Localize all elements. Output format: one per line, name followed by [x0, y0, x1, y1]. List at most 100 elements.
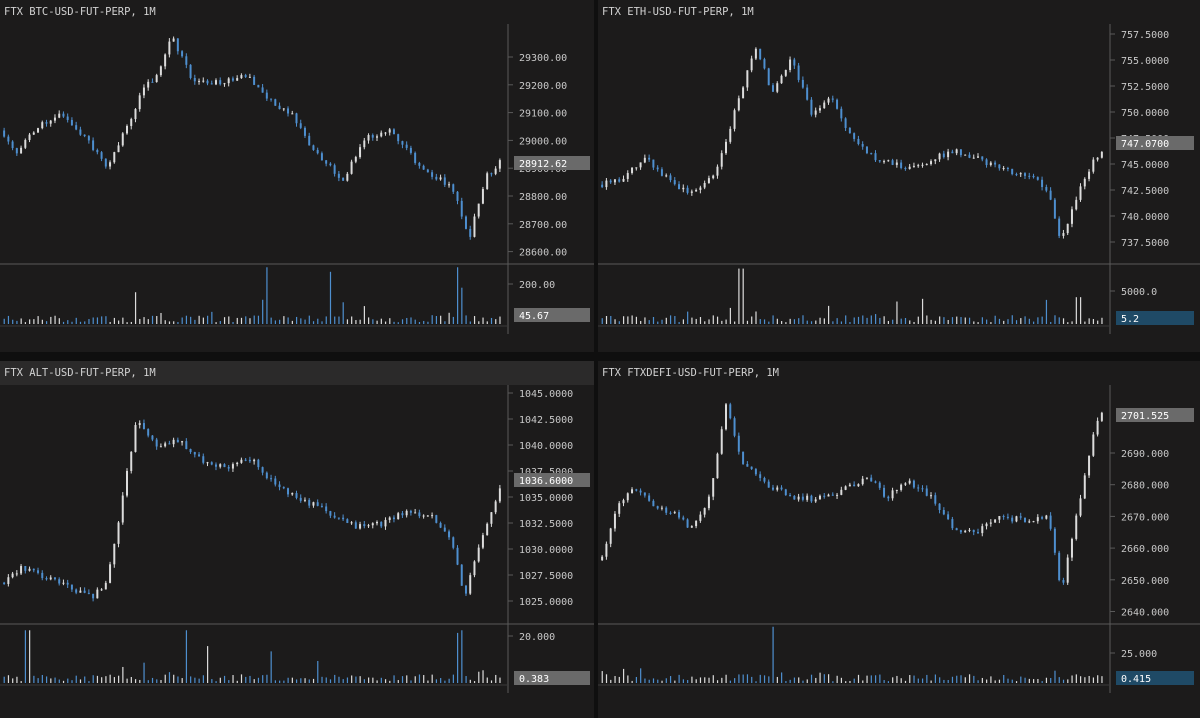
volume-bar — [990, 322, 992, 324]
candle-body — [742, 451, 745, 464]
volume-bar — [67, 678, 69, 683]
chart-panel-alt[interactable]: FTX ALT-USD-FUT-PERP, 1M 1045.0000 1042.5… — [0, 361, 594, 718]
candle-body — [473, 216, 476, 237]
volume-bar — [24, 322, 27, 324]
volume-bar — [947, 319, 949, 324]
candle-body — [1032, 521, 1035, 523]
candle-body — [62, 113, 65, 117]
candle-body — [189, 449, 192, 453]
chart-panel-ftxdefi[interactable]: FTX FTXDEFI-USD-FUT-PERP, 1M 2690.000 268… — [598, 361, 1200, 718]
volume-bar — [486, 321, 488, 324]
price-chart-svg[interactable]: 29300.0029200.0029100.0029000.0028900.00… — [0, 0, 594, 352]
volume-bar — [300, 318, 302, 324]
candle-body — [823, 102, 826, 109]
volume-tick-label: 5000.0 — [1121, 287, 1157, 298]
candle-body — [329, 511, 332, 516]
candle-body — [912, 480, 915, 488]
candle-body — [452, 537, 455, 548]
volume-bar — [435, 679, 438, 683]
volume-bar — [351, 675, 353, 683]
volume-bar — [909, 675, 911, 683]
price-chart-svg[interactable]: 1045.0000 1042.5000 1040.0000 1037.5000 1035… — [0, 361, 594, 718]
candle-body — [942, 510, 945, 515]
candle-body — [181, 51, 184, 57]
chart-panel-eth[interactable]: FTX ETH-USD-FUT-PERP, 1M 757.5000 755.000… — [598, 0, 1200, 352]
candle-body — [861, 478, 864, 485]
volume-bar — [490, 317, 493, 324]
volume-bar — [772, 626, 774, 683]
volume-bar — [164, 320, 166, 324]
candle-body — [729, 404, 732, 419]
price-chart-svg[interactable]: 757.5000755.0000752.5000750.0000747.5000… — [598, 0, 1200, 352]
candle-body — [985, 523, 988, 527]
volume-bar — [879, 317, 881, 324]
candle-body — [41, 572, 44, 579]
volume-bar — [109, 674, 111, 683]
volume-bar — [1067, 322, 1069, 324]
candle-body — [79, 590, 82, 593]
candle-body — [265, 92, 268, 99]
candle-body — [244, 459, 247, 461]
volume-bar — [960, 675, 962, 683]
candle-body — [831, 98, 834, 100]
candle-body — [810, 99, 813, 115]
volume-bar — [75, 317, 77, 324]
volume-bar — [921, 678, 924, 683]
price-chart-svg[interactable]: 2690.000 2680.000 2670.000 2660.000 2650.000… — [598, 361, 1200, 718]
volume-bar — [105, 316, 107, 324]
volume-bar — [359, 676, 361, 683]
volume-bar — [904, 317, 907, 324]
candle-body — [214, 464, 217, 467]
volume-bar — [904, 680, 907, 683]
volume-bar — [118, 320, 120, 324]
candle-body — [857, 484, 860, 487]
candle-body — [159, 446, 162, 448]
volume-bar — [143, 317, 145, 324]
candle-body — [609, 528, 612, 544]
last-price-badge: 1036.6000 — [519, 476, 573, 487]
candle-body — [469, 575, 472, 594]
horizontal-divider[interactable] — [0, 352, 1200, 361]
volume-bar — [917, 316, 919, 324]
candle-body — [223, 464, 226, 468]
volume-bar — [130, 677, 132, 683]
candle-body — [278, 484, 281, 488]
candle-body — [231, 464, 234, 469]
candle-body — [172, 38, 175, 42]
candle-body — [895, 162, 898, 165]
candle-body — [844, 118, 847, 128]
volume-bar — [887, 320, 890, 324]
candle-body — [998, 164, 1001, 169]
volume-bar — [610, 679, 612, 683]
candle-body — [810, 495, 813, 502]
candle-body — [682, 187, 685, 190]
chart-panel-btc[interactable]: FTX BTC-USD-FUT-PERP, 1M 29300.00 29200.0… — [0, 0, 594, 352]
volume-bar — [423, 675, 425, 683]
candle-body — [168, 41, 171, 55]
chart-title: FTX FTXDEFI-USD-FUT-PERP, 1M — [602, 367, 780, 379]
volume-bar — [147, 319, 149, 324]
volume-bar — [661, 319, 663, 324]
candle-body — [58, 579, 61, 584]
candle-body — [236, 78, 239, 81]
volume-bar — [245, 676, 247, 683]
volume-bar — [41, 674, 43, 683]
volume-bar — [640, 320, 642, 324]
volume-bar — [1045, 677, 1048, 683]
candle-body — [947, 514, 950, 520]
candle-body — [900, 484, 903, 490]
volume-bar — [58, 679, 60, 683]
volume-bar — [1003, 674, 1005, 683]
candle-body — [325, 160, 328, 164]
volume-bar — [368, 317, 370, 324]
candle-body — [100, 152, 103, 159]
volume-bar — [410, 680, 412, 683]
volume-bar — [384, 321, 387, 324]
candle-body — [325, 506, 328, 512]
volume-bar — [751, 676, 753, 683]
candle-body — [883, 161, 886, 163]
volume-bar — [7, 675, 10, 683]
candle-body — [917, 165, 920, 167]
candle-body — [337, 173, 340, 178]
candle-body — [626, 493, 629, 501]
